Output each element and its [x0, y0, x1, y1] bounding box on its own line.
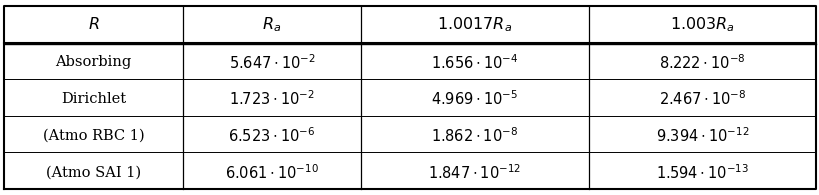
Text: $1.656 \cdot 10^{-4}$: $1.656 \cdot 10^{-4}$	[431, 53, 518, 72]
Text: (Atmo RBC 1): (Atmo RBC 1)	[43, 129, 144, 143]
Text: Absorbing: Absorbing	[55, 55, 131, 69]
Text: $8.222 \cdot 10^{-8}$: $8.222 \cdot 10^{-8}$	[658, 53, 744, 72]
Text: $1.0017R_a$: $1.0017R_a$	[437, 15, 512, 34]
Text: $1.723 \cdot 10^{-2}$: $1.723 \cdot 10^{-2}$	[229, 90, 314, 108]
Text: $1.594 \cdot 10^{-13}$: $1.594 \cdot 10^{-13}$	[655, 163, 748, 182]
Text: $6.523 \cdot 10^{-6}$: $6.523 \cdot 10^{-6}$	[228, 126, 315, 145]
Text: $9.394 \cdot 10^{-12}$: $9.394 \cdot 10^{-12}$	[654, 126, 748, 145]
Text: $6.061 \cdot 10^{-10}$: $6.061 \cdot 10^{-10}$	[224, 163, 319, 182]
Text: $1.847 \cdot 10^{-12}$: $1.847 \cdot 10^{-12}$	[428, 163, 521, 182]
Text: (Atmo SAI 1): (Atmo SAI 1)	[46, 165, 141, 179]
Text: $4.969 \cdot 10^{-5}$: $4.969 \cdot 10^{-5}$	[431, 90, 518, 108]
Text: $5.647 \cdot 10^{-2}$: $5.647 \cdot 10^{-2}$	[229, 53, 315, 72]
Text: $1.862 \cdot 10^{-8}$: $1.862 \cdot 10^{-8}$	[431, 126, 518, 145]
Text: $R$: $R$	[88, 16, 99, 33]
Text: $1.003R_a$: $1.003R_a$	[669, 15, 734, 34]
Text: Dirichlet: Dirichlet	[61, 92, 126, 106]
Text: $R_a$: $R_a$	[262, 15, 281, 34]
Text: $2.467 \cdot 10^{-8}$: $2.467 \cdot 10^{-8}$	[658, 90, 745, 108]
